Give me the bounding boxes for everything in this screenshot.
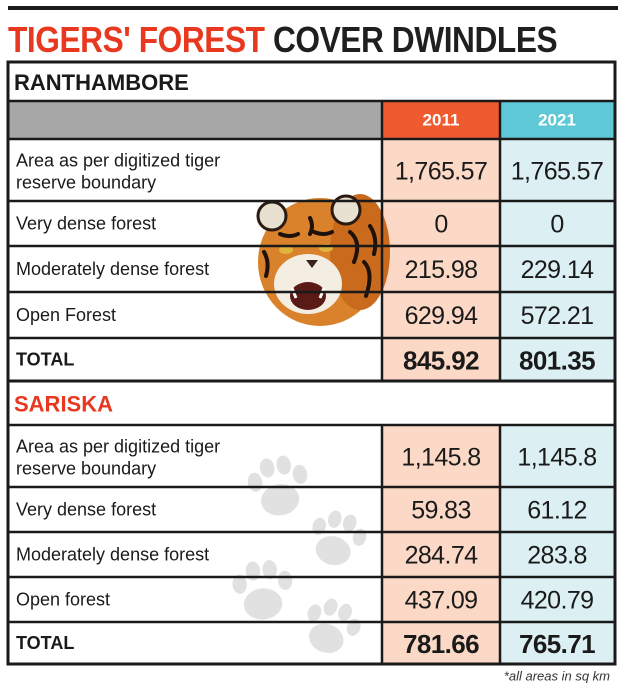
col-2021-fill-1 (500, 425, 615, 664)
title-bar: TIGERS' FOREST COVER DWINDLES (8, 6, 628, 62)
paw-print-icon (307, 598, 361, 654)
paw-print-icon (312, 510, 367, 566)
chart-title: TIGERS' FOREST COVER DWINDLES (8, 18, 558, 62)
row-label: Area as per digitized tiger reserve bound… (16, 437, 220, 479)
cell-value: 1,145.8 (517, 444, 596, 472)
total-label: TOTAL (16, 633, 74, 653)
footnote: *all areas in sq km (504, 669, 610, 684)
cell-value: 0 (434, 211, 447, 239)
cell-value: 437.09 (405, 587, 478, 615)
cell-value: 629.94 (405, 302, 479, 330)
col-header-2021: 2021 (538, 111, 576, 130)
row-label: Moderately dense forest (16, 259, 209, 279)
col-2011-fill-0 (382, 139, 500, 381)
col-header-2011: 2011 (423, 111, 460, 130)
row-label: Open Forest (16, 305, 116, 325)
cell-value: 420.79 (521, 587, 594, 615)
total-label: TOTAL (16, 350, 74, 370)
col-2011-fill-1 (382, 425, 500, 664)
cell-value: 1,765.57 (511, 158, 604, 186)
row-label: Very dense forest (16, 214, 156, 234)
table-border (6, 60, 617, 666)
section-name: RANTHAMBORE (14, 70, 189, 95)
header-2011 (382, 101, 500, 139)
total-value: 801.35 (519, 346, 595, 376)
paw-print-icon (247, 455, 308, 516)
row-label: Moderately dense forest (16, 545, 209, 565)
header-band (8, 101, 382, 139)
cell-value: 1,145.8 (401, 444, 480, 472)
header-2021 (500, 101, 615, 139)
cell-value: 0 (550, 211, 563, 239)
col-2021-fill-0 (500, 139, 615, 381)
title-rest: COVER DWINDLES (272, 19, 558, 60)
total-value: 765.71 (519, 629, 595, 659)
cell-value: 572.21 (521, 302, 594, 330)
section-name: SARISKA (14, 392, 113, 417)
row-label: Open forest (16, 590, 110, 610)
top-rule (8, 6, 618, 10)
cell-value: 284.74 (405, 542, 479, 570)
paw-print-icon (232, 560, 293, 620)
tiger-photo (256, 194, 390, 326)
cell-value: 215.98 (405, 256, 478, 284)
row-label: Area as per digitized tiger reserve bound… (16, 151, 220, 193)
row-label: Very dense forest (16, 500, 156, 520)
total-value: 845.92 (403, 346, 479, 376)
cell-value: 59.83 (411, 497, 471, 525)
cell-value: 229.14 (521, 256, 595, 284)
title-highlight: TIGERS' FOREST (8, 19, 265, 60)
total-value: 781.66 (403, 629, 479, 659)
cell-value: 283.8 (527, 542, 587, 570)
cell-value: 61.12 (527, 497, 587, 525)
cell-value: 1,765.57 (395, 158, 488, 186)
